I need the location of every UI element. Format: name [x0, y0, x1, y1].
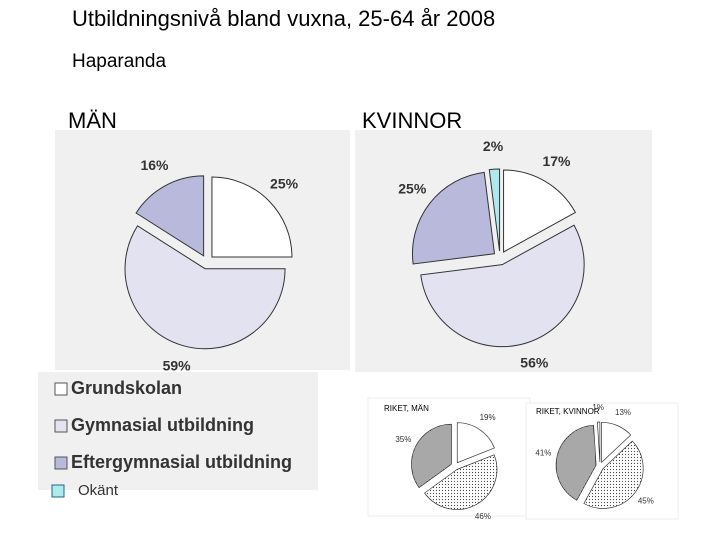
- data-label: 25%: [270, 176, 299, 192]
- pie-slice: [411, 423, 452, 489]
- legend-label: Gymnasial utbildning: [71, 415, 254, 435]
- data-label: 17%: [542, 153, 571, 169]
- pie-slice: [211, 176, 293, 258]
- data-label: 1%: [592, 403, 604, 412]
- data-label: 19%: [480, 413, 496, 422]
- pie-slice: [135, 175, 205, 257]
- pie-slice: [596, 421, 601, 463]
- pie-slice: [424, 454, 498, 510]
- data-label: 41%: [535, 448, 551, 457]
- subtitle: Haparanda: [72, 51, 166, 72]
- pie-slice: [456, 422, 495, 464]
- pie-slice: [412, 171, 496, 265]
- pie-slice: [124, 225, 286, 350]
- legend-label: Grundskolan: [71, 378, 182, 398]
- data-label: 16%: [140, 157, 169, 173]
- data-label: 46%: [475, 512, 491, 521]
- data-label: 13%: [615, 408, 631, 417]
- pie-slice: [420, 224, 585, 348]
- chart-title: RIKET, MÄN: [384, 404, 429, 413]
- data-label: 56%: [520, 354, 549, 370]
- pie-slice: [555, 424, 597, 501]
- legend-label: Okänt: [78, 482, 119, 499]
- legend-swatch: [54, 419, 68, 433]
- data-label: 59%: [163, 357, 192, 373]
- legend-swatch: [51, 484, 65, 498]
- pie-slice: [601, 421, 632, 464]
- chart-title: MÄN: [68, 108, 117, 133]
- legend-bg: [38, 372, 318, 490]
- chart-title: RIKET, KVINNOR: [536, 407, 600, 416]
- legend-swatch: [54, 456, 68, 470]
- pie-slice: [583, 440, 644, 509]
- data-label: 35%: [395, 435, 411, 444]
- chart-title: KVINNOR: [362, 108, 462, 133]
- legend-label: Eftergymnasial utbildning: [71, 452, 292, 472]
- pie-slice: [503, 169, 577, 253]
- legend-swatch: [54, 382, 68, 396]
- pie-slice: [488, 168, 501, 252]
- title: Utbildningsnivå bland vuxna, 25-64 år 20…: [72, 6, 495, 31]
- data-label: 45%: [638, 497, 654, 506]
- data-label: 25%: [398, 181, 427, 197]
- data-label: 2%: [483, 138, 504, 154]
